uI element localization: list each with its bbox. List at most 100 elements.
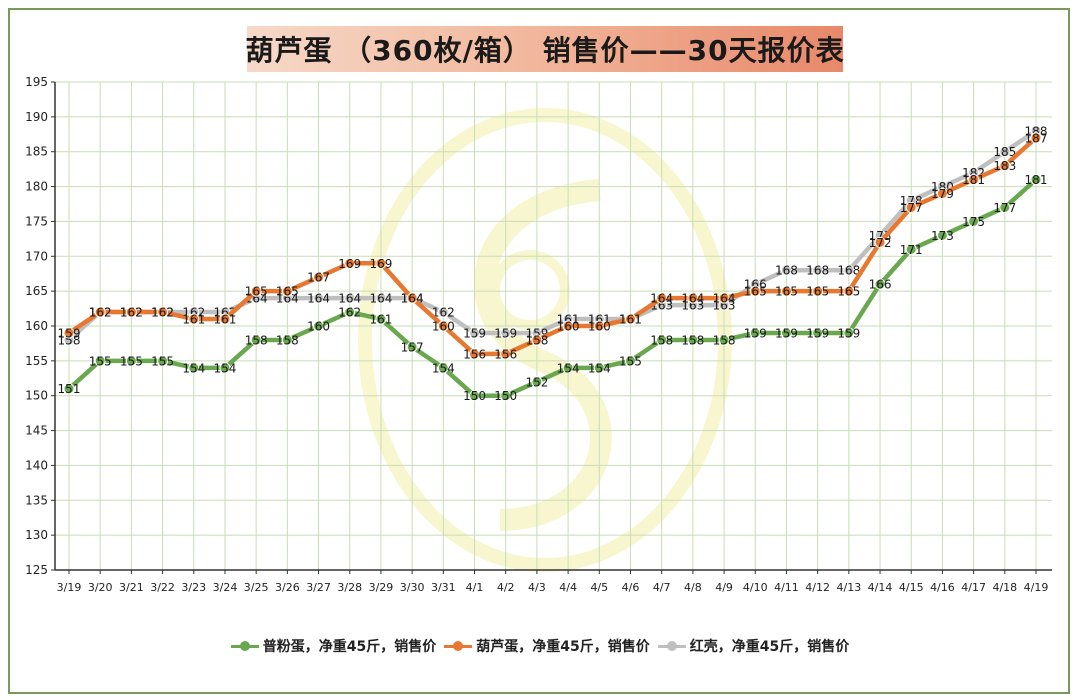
chart-title-banner: 葫芦蛋 （360枚/箱） 销售价——30天报价表 <box>245 26 844 72</box>
data-point <box>874 236 886 248</box>
data-point <box>406 292 418 304</box>
legend-label-2: 红壳，净重45斤，销售价 <box>689 639 850 655</box>
data-label: 163 <box>681 299 704 313</box>
data-point <box>843 327 855 339</box>
x-tick-label: 3/28 <box>337 581 362 594</box>
x-tick-label: 4/4 <box>559 581 577 594</box>
data-label: 151 <box>58 382 81 396</box>
data-label: 150 <box>463 389 486 403</box>
data-label: 158 <box>276 333 299 347</box>
x-tick-label: 3/24 <box>213 581 238 594</box>
y-tick-label: 165 <box>25 284 48 298</box>
data-point <box>1030 174 1042 186</box>
x-tick-label: 4/14 <box>868 581 893 594</box>
y-tick-label: 140 <box>25 458 48 472</box>
x-tick-label: 3/19 <box>57 581 82 594</box>
data-label: 160 <box>307 320 330 334</box>
data-label: 163 <box>713 299 736 313</box>
x-tick-label: 4/6 <box>622 581 640 594</box>
y-tick-label: 150 <box>25 389 48 403</box>
x-tick-label: 3/26 <box>275 581 300 594</box>
data-point <box>936 229 948 241</box>
x-tick-label: 4/8 <box>684 581 702 594</box>
data-label: 164 <box>681 292 704 306</box>
data-label: 164 <box>276 292 299 306</box>
data-label: 168 <box>806 264 829 278</box>
legend-item-2: 红壳，净重45斤，销售价 <box>657 636 850 656</box>
legend: 普粉蛋，净重45斤，销售价 葫芦蛋，净重45斤，销售价 红壳，净重45斤，销售价 <box>0 636 1080 656</box>
y-tick-label: 145 <box>25 424 48 438</box>
data-label: 152 <box>525 375 548 389</box>
x-tick-label: 3/22 <box>150 581 175 594</box>
data-label: 165 <box>775 285 798 299</box>
data-label: 172 <box>869 236 892 250</box>
data-point <box>999 146 1011 158</box>
data-label: 159 <box>58 326 81 340</box>
x-tick-label: 4/17 <box>961 581 986 594</box>
data-point <box>437 320 449 332</box>
data-point <box>500 327 512 339</box>
y-tick-label: 160 <box>25 319 48 333</box>
data-label: 162 <box>120 306 143 320</box>
data-point <box>968 215 980 227</box>
x-tick-label: 3/25 <box>244 581 269 594</box>
x-tick-label: 4/2 <box>497 581 515 594</box>
data-point <box>718 334 730 346</box>
data-label: 159 <box>744 326 767 340</box>
data-point <box>999 160 1011 172</box>
legend-swatch-2 <box>657 639 686 653</box>
y-tick-label: 155 <box>25 354 48 368</box>
data-label: 158 <box>713 333 736 347</box>
data-label: 155 <box>619 354 642 368</box>
data-point <box>313 292 325 304</box>
data-point <box>749 285 761 297</box>
y-tick-label: 185 <box>25 145 48 159</box>
y-tick-label: 125 <box>25 563 48 577</box>
data-label: 179 <box>931 187 954 201</box>
data-label: 161 <box>619 313 642 327</box>
data-label: 162 <box>338 306 361 320</box>
data-point <box>437 362 449 374</box>
data-point <box>188 313 200 325</box>
data-label: 171 <box>900 243 923 257</box>
data-point <box>125 355 137 367</box>
data-point <box>63 327 75 339</box>
data-label: 175 <box>962 215 985 229</box>
data-label: 173 <box>931 229 954 243</box>
x-tick-label: 4/7 <box>653 581 671 594</box>
data-label: 165 <box>837 285 860 299</box>
data-label: 154 <box>588 361 611 375</box>
data-point <box>749 327 761 339</box>
data-point <box>687 334 699 346</box>
data-point <box>656 292 668 304</box>
data-point <box>219 313 231 325</box>
legend-item-1: 葫芦蛋，净重45斤，销售价 <box>444 636 650 656</box>
data-point <box>531 334 543 346</box>
y-tick-label: 175 <box>25 214 48 228</box>
data-point <box>344 306 356 318</box>
data-label: 177 <box>900 201 923 215</box>
data-label: 160 <box>432 320 455 334</box>
data-point <box>624 355 636 367</box>
data-point <box>375 292 387 304</box>
x-tick-label: 3/29 <box>369 581 394 594</box>
data-label: 155 <box>89 354 112 368</box>
data-label: 154 <box>182 361 205 375</box>
data-point <box>469 390 481 402</box>
data-point <box>469 348 481 360</box>
data-point <box>593 320 605 332</box>
data-label: 181 <box>1025 173 1048 187</box>
data-label: 169 <box>369 257 392 271</box>
grid <box>55 81 1052 571</box>
data-label: 155 <box>120 354 143 368</box>
data-point <box>281 334 293 346</box>
data-point <box>188 362 200 374</box>
data-label: 158 <box>58 333 81 347</box>
data-point <box>656 334 668 346</box>
x-tick-label: 4/3 <box>528 581 546 594</box>
data-label: 181 <box>962 173 985 187</box>
x-tick-label: 4/12 <box>805 581 830 594</box>
x-tick-label: 4/18 <box>992 581 1017 594</box>
data-label: 165 <box>744 285 767 299</box>
